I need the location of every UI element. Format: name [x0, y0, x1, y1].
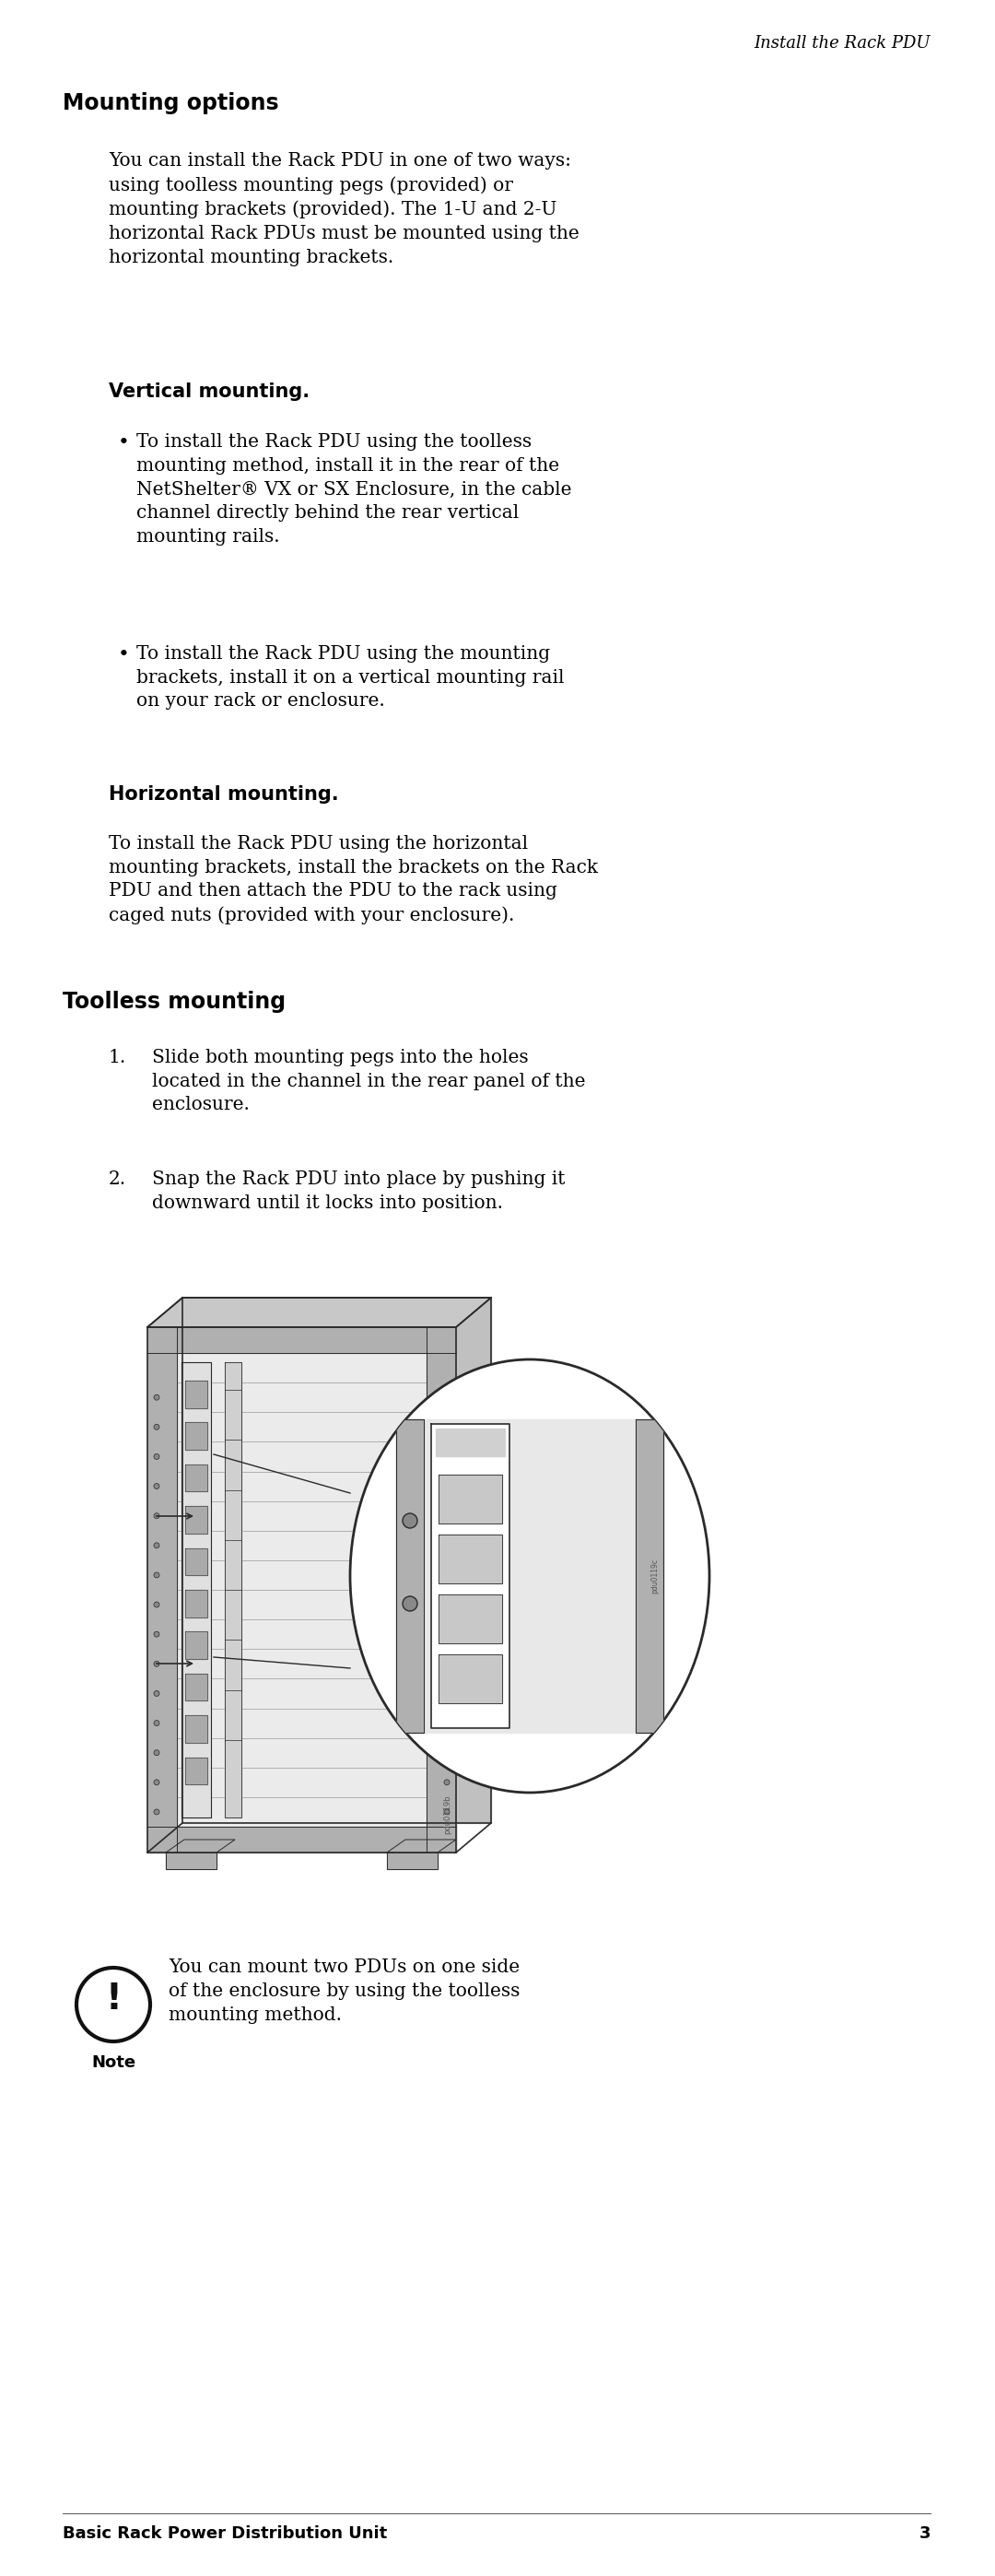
Polygon shape — [185, 1422, 207, 1450]
Circle shape — [444, 1484, 450, 1489]
Circle shape — [154, 1749, 159, 1754]
Text: 1.: 1. — [108, 1048, 126, 1066]
Text: !: ! — [105, 1981, 121, 2017]
Polygon shape — [439, 1473, 502, 1522]
Polygon shape — [166, 1852, 217, 1870]
Text: Note: Note — [92, 2053, 135, 2071]
Text: You can install the Rack PDU in one of two ways:
using toolless mounting pegs (p: You can install the Rack PDU in one of t… — [108, 152, 579, 265]
Polygon shape — [185, 1631, 207, 1659]
Circle shape — [154, 1690, 159, 1695]
Text: •: • — [118, 433, 129, 451]
Circle shape — [154, 1543, 159, 1548]
Circle shape — [154, 1808, 159, 1814]
Polygon shape — [166, 1839, 235, 1852]
Polygon shape — [185, 1716, 207, 1741]
Circle shape — [77, 1968, 150, 2040]
Circle shape — [154, 1571, 159, 1577]
Text: To install the Rack PDU using the horizontal
mounting brackets, install the brac: To install the Rack PDU using the horizo… — [108, 835, 598, 925]
Circle shape — [444, 1543, 450, 1548]
Circle shape — [444, 1631, 450, 1636]
Polygon shape — [185, 1674, 207, 1700]
Circle shape — [444, 1425, 450, 1430]
Text: You can mount two PDUs on one side
of the enclosure by using the toolless
mounti: You can mount two PDUs on one side of th… — [168, 1958, 520, 2025]
Polygon shape — [181, 1363, 211, 1819]
Polygon shape — [185, 1381, 207, 1409]
Circle shape — [444, 1602, 450, 1607]
Polygon shape — [185, 1463, 207, 1492]
Circle shape — [444, 1662, 450, 1667]
Polygon shape — [439, 1654, 502, 1703]
Polygon shape — [424, 1419, 636, 1734]
Text: Mounting options: Mounting options — [63, 93, 279, 113]
Polygon shape — [185, 1757, 207, 1785]
Circle shape — [444, 1721, 450, 1726]
Circle shape — [154, 1453, 159, 1461]
Text: Vertical mounting.: Vertical mounting. — [108, 381, 309, 402]
Polygon shape — [396, 1419, 424, 1734]
Polygon shape — [147, 1327, 456, 1352]
Polygon shape — [185, 1548, 207, 1574]
Circle shape — [154, 1721, 159, 1726]
Text: To install the Rack PDU using the mounting
brackets, install it on a vertical mo: To install the Rack PDU using the mounti… — [136, 644, 564, 711]
Text: Basic Rack Power Distribution Unit: Basic Rack Power Distribution Unit — [63, 2524, 387, 2543]
Circle shape — [403, 1597, 417, 1610]
Text: Snap the Rack PDU into place by pushing it
downward until it locks into position: Snap the Rack PDU into place by pushing … — [152, 1170, 565, 1211]
Polygon shape — [431, 1425, 509, 1728]
Polygon shape — [185, 1507, 207, 1533]
Text: To install the Rack PDU using the toolless
mounting method, install it in the re: To install the Rack PDU using the toolle… — [136, 433, 572, 546]
Polygon shape — [147, 1327, 177, 1852]
Text: pdu0119b: pdu0119b — [443, 1795, 452, 1834]
Polygon shape — [147, 1298, 492, 1327]
Text: 3: 3 — [919, 2524, 930, 2543]
Polygon shape — [147, 1826, 456, 1852]
Polygon shape — [185, 1589, 207, 1618]
Polygon shape — [225, 1363, 242, 1819]
Polygon shape — [439, 1535, 502, 1584]
Circle shape — [444, 1512, 450, 1520]
Polygon shape — [387, 1839, 456, 1852]
Circle shape — [444, 1690, 450, 1695]
Ellipse shape — [350, 1360, 709, 1793]
Circle shape — [154, 1631, 159, 1636]
Text: pdu0119c: pdu0119c — [651, 1558, 659, 1595]
Circle shape — [444, 1453, 450, 1461]
Polygon shape — [182, 1298, 492, 1824]
Circle shape — [154, 1602, 159, 1607]
Circle shape — [444, 1749, 450, 1754]
Text: 2.: 2. — [108, 1170, 126, 1188]
Circle shape — [444, 1808, 450, 1814]
Circle shape — [444, 1780, 450, 1785]
Circle shape — [154, 1425, 159, 1430]
Circle shape — [154, 1394, 159, 1401]
Polygon shape — [147, 1327, 456, 1852]
Polygon shape — [387, 1852, 438, 1870]
Polygon shape — [427, 1327, 456, 1852]
Polygon shape — [436, 1430, 504, 1455]
Circle shape — [154, 1512, 159, 1520]
Text: •: • — [118, 644, 129, 665]
Polygon shape — [439, 1595, 502, 1643]
Circle shape — [444, 1571, 450, 1577]
Text: Install the Rack PDU: Install the Rack PDU — [754, 36, 930, 52]
Circle shape — [154, 1662, 159, 1667]
Text: Horizontal mounting.: Horizontal mounting. — [108, 786, 338, 804]
Circle shape — [444, 1394, 450, 1401]
Text: Slide both mounting pegs into the holes
located in the channel in the rear panel: Slide both mounting pegs into the holes … — [152, 1048, 585, 1113]
Text: Toolless mounting: Toolless mounting — [63, 992, 286, 1012]
Circle shape — [403, 1512, 417, 1528]
Polygon shape — [636, 1419, 664, 1734]
Circle shape — [154, 1484, 159, 1489]
Circle shape — [154, 1780, 159, 1785]
